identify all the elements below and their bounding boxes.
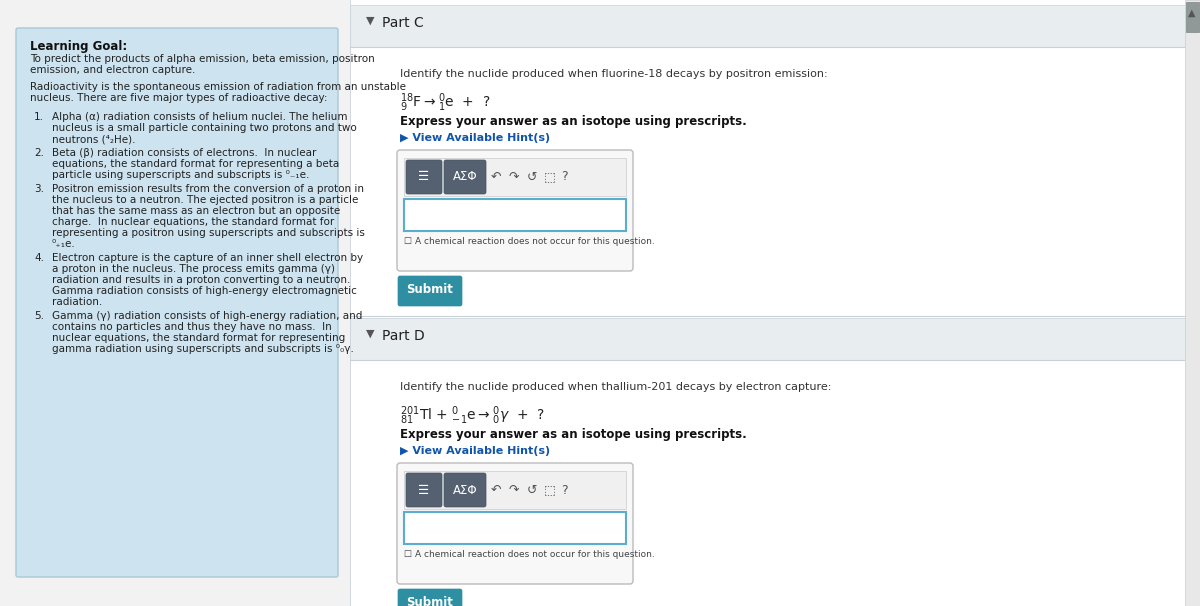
FancyBboxPatch shape (406, 473, 442, 507)
FancyBboxPatch shape (16, 28, 338, 577)
Text: ↶: ↶ (491, 484, 502, 496)
FancyBboxPatch shape (444, 473, 486, 507)
Text: ?: ? (560, 170, 568, 184)
Text: Radioactivity is the spontaneous emission of radiation from an unstable: Radioactivity is the spontaneous emissio… (30, 82, 406, 92)
Text: ?: ? (560, 484, 568, 496)
Text: ⬚: ⬚ (544, 484, 556, 496)
FancyBboxPatch shape (444, 160, 486, 194)
Bar (404, 512, 626, 544)
Text: radiation and results in a proton converting to a neutron.: radiation and results in a proton conver… (52, 275, 350, 285)
Text: Identify the nuclide produced when fluorine-18 decays by positron emission:: Identify the nuclide produced when fluor… (400, 69, 828, 79)
Text: AΣΦ: AΣΦ (452, 484, 478, 496)
Text: ☐ A chemical reaction does not occur for this question.: ☐ A chemical reaction does not occur for… (404, 550, 655, 559)
Text: ▶ View Available Hint(s): ▶ View Available Hint(s) (400, 446, 550, 456)
Text: Express your answer as an isotope using prescripts.: Express your answer as an isotope using … (400, 428, 746, 441)
Text: ▼: ▼ (366, 329, 374, 339)
Bar (1186, 0, 1200, 606)
Text: Submit: Submit (407, 596, 454, 606)
Text: 3.: 3. (34, 184, 44, 194)
Bar (350, 5, 1186, 47)
Text: ↺: ↺ (527, 170, 538, 184)
Text: 2.: 2. (34, 148, 44, 158)
Text: particle using superscripts and subscripts is ⁰₋₁e.: particle using superscripts and subscrip… (52, 170, 310, 180)
Text: 5.: 5. (34, 311, 44, 321)
Text: Identify the nuclide produced when thallium-201 decays by electron capture:: Identify the nuclide produced when thall… (400, 382, 832, 392)
Text: To predict the products of alpha emission, beta emission, positron: To predict the products of alpha emissio… (30, 54, 374, 64)
Bar (404, 158, 626, 196)
Text: ↷: ↷ (509, 170, 520, 184)
Text: Alpha (α) radiation consists of helium nuclei. The helium: Alpha (α) radiation consists of helium n… (52, 112, 348, 122)
Bar (404, 471, 626, 509)
Text: Express your answer as an isotope using prescripts.: Express your answer as an isotope using … (400, 115, 746, 128)
Text: Beta (β) radiation consists of electrons.  In nuclear: Beta (β) radiation consists of electrons… (52, 148, 317, 158)
Text: radiation.: radiation. (52, 297, 102, 307)
Text: 1.: 1. (34, 112, 44, 122)
Text: ☐ A chemical reaction does not occur for this question.: ☐ A chemical reaction does not occur for… (404, 237, 655, 246)
Text: representing a positron using superscripts and subscripts is: representing a positron using superscrip… (52, 228, 365, 238)
Text: contains no particles and thus they have no mass.  In: contains no particles and thus they have… (52, 322, 331, 332)
Text: Learning Goal:: Learning Goal: (30, 40, 127, 53)
Text: ▶ View Available Hint(s): ▶ View Available Hint(s) (400, 133, 550, 143)
Bar (350, 0, 1186, 606)
Text: Electron capture is the capture of an inner shell electron by: Electron capture is the capture of an in… (52, 253, 364, 263)
Bar (404, 199, 626, 231)
Text: ☰: ☰ (419, 170, 430, 184)
Text: Part D: Part D (382, 329, 425, 343)
Text: Gamma radiation consists of high-energy electromagnetic: Gamma radiation consists of high-energy … (52, 286, 356, 296)
Text: ☰: ☰ (419, 484, 430, 496)
Bar (350, 318, 1186, 360)
Text: that has the same mass as an electron but an opposite: that has the same mass as an electron bu… (52, 206, 341, 216)
Text: ⬚: ⬚ (544, 170, 556, 184)
Text: Submit: Submit (407, 283, 454, 296)
Text: nuclear equations, the standard format for representing: nuclear equations, the standard format f… (52, 333, 346, 343)
Text: neutrons (⁴₂He).: neutrons (⁴₂He). (52, 134, 136, 144)
Text: 4.: 4. (34, 253, 44, 263)
Text: charge.  In nuclear equations, the standard format for: charge. In nuclear equations, the standa… (52, 217, 335, 227)
Text: ↷: ↷ (509, 484, 520, 496)
Text: the nucleus to a neutron. The ejected positron is a particle: the nucleus to a neutron. The ejected po… (52, 195, 359, 205)
Text: Positron emission results from the conversion of a proton in: Positron emission results from the conve… (52, 184, 364, 194)
FancyBboxPatch shape (397, 463, 634, 584)
Text: emission, and electron capture.: emission, and electron capture. (30, 65, 196, 75)
Text: nucleus is a small particle containing two protons and two: nucleus is a small particle containing t… (52, 123, 356, 133)
Text: ⁰₊₁e.: ⁰₊₁e. (52, 239, 76, 249)
Text: $^{201}_{81}$Tl + $^{0}_{-1}$e$\rightarrow$$^{0}_{0}$$\gamma$  +  ?: $^{201}_{81}$Tl + $^{0}_{-1}$e$\rightarr… (400, 404, 545, 427)
Text: gamma radiation using superscripts and subscripts is ⁰₀γ.: gamma radiation using superscripts and s… (52, 344, 354, 354)
Text: Part C: Part C (382, 16, 424, 30)
Text: nucleus. There are five major types of radioactive decay:: nucleus. There are five major types of r… (30, 93, 328, 103)
FancyBboxPatch shape (397, 150, 634, 271)
Text: ↶: ↶ (491, 170, 502, 184)
Text: $^{18}_{9}$F$\rightarrow$$^{0}_{1}$e  +  ?: $^{18}_{9}$F$\rightarrow$$^{0}_{1}$e + ? (400, 91, 491, 113)
FancyBboxPatch shape (406, 160, 442, 194)
FancyBboxPatch shape (398, 276, 462, 306)
Text: ↺: ↺ (527, 484, 538, 496)
Text: ▲: ▲ (1188, 8, 1195, 18)
Text: a proton in the nucleus. The process emits gamma (γ): a proton in the nucleus. The process emi… (52, 264, 335, 274)
Bar (1186, 2, 1199, 32)
Text: equations, the standard format for representing a beta: equations, the standard format for repre… (52, 159, 340, 169)
FancyBboxPatch shape (398, 589, 462, 606)
Text: AΣΦ: AΣΦ (452, 170, 478, 184)
Text: Gamma (γ) radiation consists of high-energy radiation, and: Gamma (γ) radiation consists of high-ene… (52, 311, 362, 321)
Text: ▼: ▼ (366, 16, 374, 26)
